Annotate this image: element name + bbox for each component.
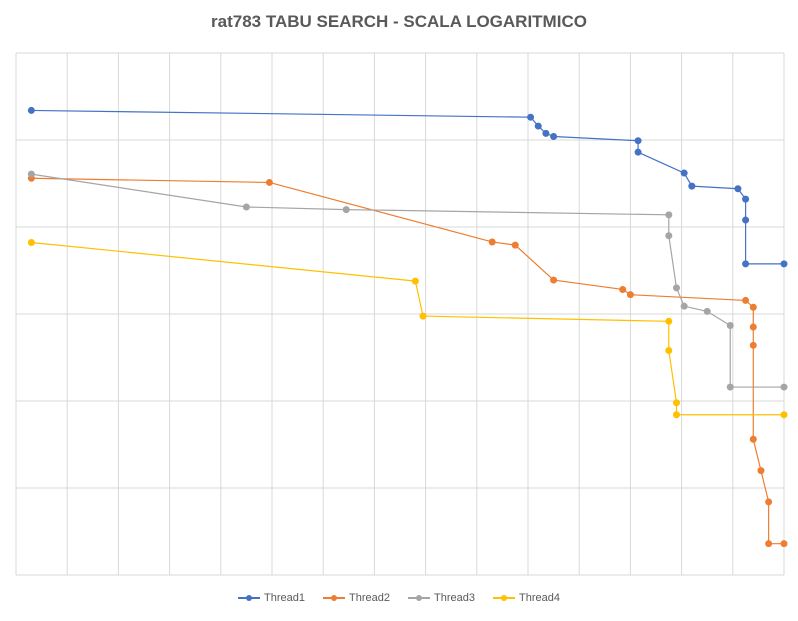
- data-point: [680, 169, 688, 177]
- data-point: [550, 276, 558, 284]
- data-point: [626, 291, 634, 299]
- data-point: [765, 540, 773, 548]
- data-point: [27, 238, 35, 246]
- legend-item: Thread2: [323, 592, 390, 604]
- data-point: [672, 411, 680, 419]
- data-point: [780, 260, 788, 268]
- data-point: [688, 182, 696, 190]
- data-point: [780, 540, 788, 548]
- legend-item: Thread4: [492, 592, 560, 604]
- data-point: [749, 303, 757, 311]
- legend-item: Thread3: [408, 592, 475, 604]
- data-point: [665, 232, 673, 240]
- data-point: [542, 129, 550, 137]
- data-point: [488, 238, 496, 246]
- legend: Thread1 Thread2 Thread3 Thread4: [0, 592, 798, 604]
- data-point: [749, 435, 757, 443]
- legend-marker-icon: [323, 593, 346, 603]
- data-point: [665, 317, 673, 325]
- data-point: [619, 285, 627, 293]
- data-point: [27, 106, 35, 114]
- data-point: [742, 195, 750, 203]
- series-thread4: [27, 238, 788, 419]
- data-point: [742, 260, 750, 268]
- series-thread3: [27, 170, 788, 391]
- data-point: [534, 122, 542, 130]
- gridlines: [15, 52, 785, 576]
- data-point: [511, 241, 519, 249]
- legend-label: Thread2: [349, 592, 390, 604]
- chart-title: rat783 TABU SEARCH - SCALA LOGARITMICO: [211, 12, 587, 31]
- data-point: [665, 347, 673, 355]
- data-point: [265, 178, 273, 186]
- data-point: [680, 302, 688, 310]
- legend-label: Thread3: [434, 592, 475, 604]
- data-point: [726, 321, 734, 329]
- data-point: [672, 399, 680, 407]
- legend-marker-icon: [238, 593, 261, 603]
- series-line: [31, 241, 784, 416]
- series-thread2: [27, 174, 788, 548]
- data-point: [242, 203, 250, 211]
- data-point: [419, 312, 427, 320]
- data-point: [734, 185, 742, 193]
- legend-label: Thread4: [518, 592, 560, 604]
- data-point: [665, 211, 673, 219]
- data-point: [749, 323, 757, 331]
- data-point: [527, 113, 535, 121]
- series-thread1: [27, 106, 788, 268]
- data-point: [27, 170, 35, 178]
- legend-marker-icon: [408, 593, 430, 603]
- data-point: [749, 341, 757, 349]
- data-point: [634, 148, 642, 156]
- data-point: [726, 383, 734, 391]
- legend-item: Thread1: [238, 592, 305, 604]
- data-point: [742, 296, 750, 304]
- data-point: [550, 133, 558, 141]
- legend-label: Thread1: [264, 592, 306, 604]
- data-point: [672, 284, 680, 292]
- data-point: [780, 411, 788, 419]
- data-point: [757, 467, 765, 475]
- data-point: [411, 277, 419, 285]
- data-point: [634, 137, 642, 145]
- data-point: [765, 498, 773, 506]
- data-point: [342, 206, 350, 214]
- legend-marker-icon: [492, 593, 515, 603]
- series-line: [31, 109, 784, 265]
- data-point: [742, 216, 750, 224]
- data-point: [780, 383, 788, 391]
- data-point: [703, 307, 711, 315]
- series-line: [31, 177, 784, 545]
